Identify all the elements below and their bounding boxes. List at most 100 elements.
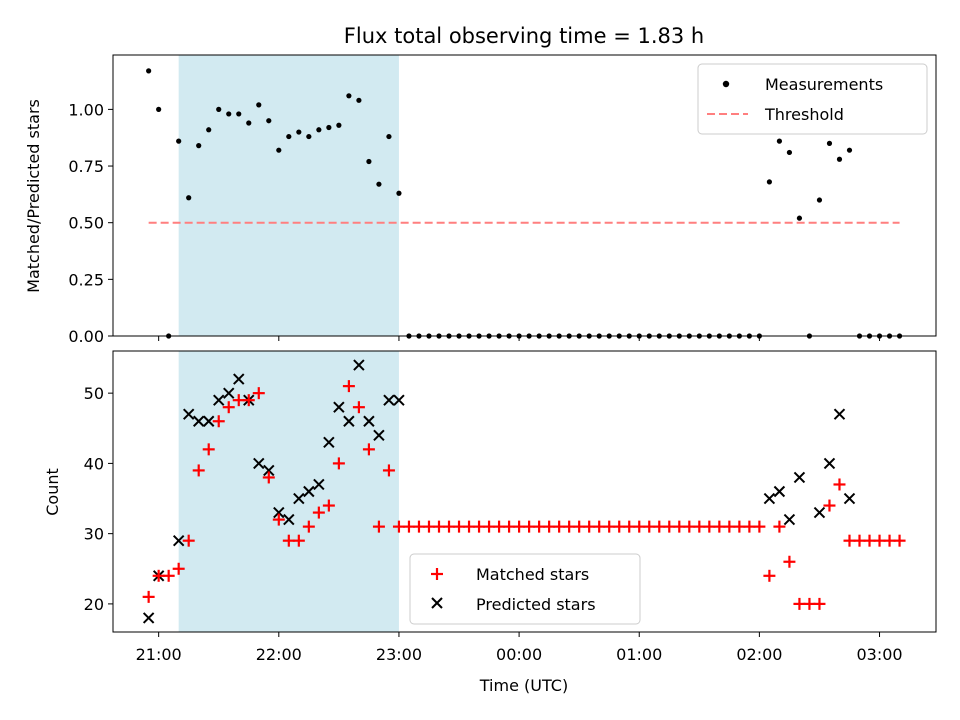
measurement-point — [246, 120, 252, 126]
top-y-tick-label: 0.50 — [68, 214, 104, 233]
x-tick-label: 21:00 — [136, 645, 182, 664]
matched-point — [182, 534, 195, 547]
measurement-point — [146, 68, 152, 74]
predicted-point — [833, 408, 846, 420]
matched-point — [623, 520, 636, 533]
bottom-x-ticks: 21:00 22:00 23:00 00:00 01:00 02:00 03:00 — [136, 632, 903, 664]
matched-point — [813, 597, 826, 610]
measurement-point — [286, 133, 292, 140]
matched-point — [843, 534, 856, 547]
matched-point — [473, 520, 486, 533]
matched-point — [342, 380, 355, 393]
predicted-point — [172, 534, 185, 547]
predicted-point — [263, 464, 275, 477]
matched-point — [783, 555, 796, 568]
matched-point — [352, 401, 365, 414]
x-tick-label: 23:00 — [376, 645, 422, 664]
matched-point — [743, 520, 756, 533]
matched-point — [703, 520, 716, 533]
predicted-point — [333, 401, 345, 413]
top-y-tick-label: 1.00 — [68, 100, 104, 119]
bottom-y-axis-label: Count — [43, 468, 62, 516]
predicted-point — [283, 513, 295, 526]
matched-point — [823, 499, 836, 512]
matched-point — [803, 597, 816, 610]
predicted-point — [813, 506, 826, 519]
measurement-point — [306, 133, 312, 140]
matched-point — [302, 520, 315, 533]
measurement-point — [356, 97, 362, 103]
matched-point — [252, 387, 265, 400]
legend-threshold-label: Threshold — [764, 105, 844, 124]
x-tick-label: 22:00 — [256, 645, 302, 664]
matched-point — [733, 520, 746, 533]
predicted-point — [343, 415, 355, 427]
matched-point — [753, 520, 766, 533]
bottom-legend: Matched stars Predicted stars — [409, 553, 641, 625]
matched-point — [723, 520, 736, 533]
measurement-point — [196, 143, 202, 149]
bottom-y-tick-label: 20 — [84, 595, 104, 614]
measurement-point — [766, 179, 772, 185]
matched-point — [833, 478, 846, 491]
matched-point — [863, 534, 876, 547]
measurement-point — [336, 122, 342, 128]
measurement-point — [776, 138, 783, 144]
matched-point — [633, 520, 646, 533]
bottom-matched-points — [142, 380, 906, 610]
measurement-point — [266, 118, 272, 124]
predicted-point — [763, 492, 776, 505]
predicted-point — [303, 485, 315, 498]
matched-point — [232, 394, 245, 407]
measurement-point — [236, 111, 242, 117]
matched-point — [332, 457, 345, 470]
x-axis-label: Time (UTC) — [479, 676, 568, 695]
measurement-point — [836, 156, 843, 162]
predicted-point — [182, 408, 195, 420]
matched-point — [643, 520, 656, 533]
matched-point — [192, 464, 205, 477]
measurement-point — [156, 106, 162, 112]
matched-point — [422, 520, 435, 533]
matched-point — [853, 534, 866, 547]
measurement-point — [206, 127, 212, 133]
matched-point — [392, 520, 405, 533]
x-tick-label: 03:00 — [856, 645, 902, 664]
measurement-point — [226, 111, 232, 117]
matched-point — [503, 520, 516, 533]
matched-point — [483, 520, 496, 533]
matched-point — [463, 520, 476, 533]
matched-point — [172, 562, 185, 575]
bottom-y-tick-label: 30 — [84, 525, 104, 544]
measurement-point — [346, 93, 352, 99]
predicted-point — [773, 485, 786, 498]
matched-point — [693, 520, 706, 533]
measurement-point — [386, 133, 392, 140]
predicted-point — [233, 373, 245, 385]
matched-point — [362, 443, 375, 456]
measurement-point — [366, 158, 372, 165]
predicted-point — [203, 415, 215, 427]
predicted-point — [843, 492, 856, 505]
matched-point — [893, 534, 906, 547]
matched-point — [513, 520, 526, 533]
predicted-point — [783, 513, 796, 526]
matched-point — [553, 520, 566, 533]
matched-point — [412, 520, 425, 533]
top-y-ticks: 0.00 0.25 0.50 0.75 1.00 — [68, 100, 113, 346]
predicted-point — [373, 429, 385, 442]
bottom-panel: 20 30 40 50 21:00 22:00 23:00 00:00 01:00 02:00 0… — [43, 350, 937, 695]
matched-point — [653, 520, 666, 533]
matched-point — [402, 520, 415, 533]
measurement-point — [786, 149, 793, 156]
predicted-point — [823, 457, 836, 470]
matched-point — [272, 513, 285, 526]
measurement-point — [796, 215, 803, 221]
matched-point — [382, 464, 395, 477]
predicted-point — [273, 506, 285, 519]
matched-point — [212, 415, 225, 428]
bottom-y-tick-label: 40 — [84, 454, 104, 473]
matched-point — [432, 520, 445, 533]
chart-title: Flux total observing time = 1.83 h — [344, 24, 704, 48]
